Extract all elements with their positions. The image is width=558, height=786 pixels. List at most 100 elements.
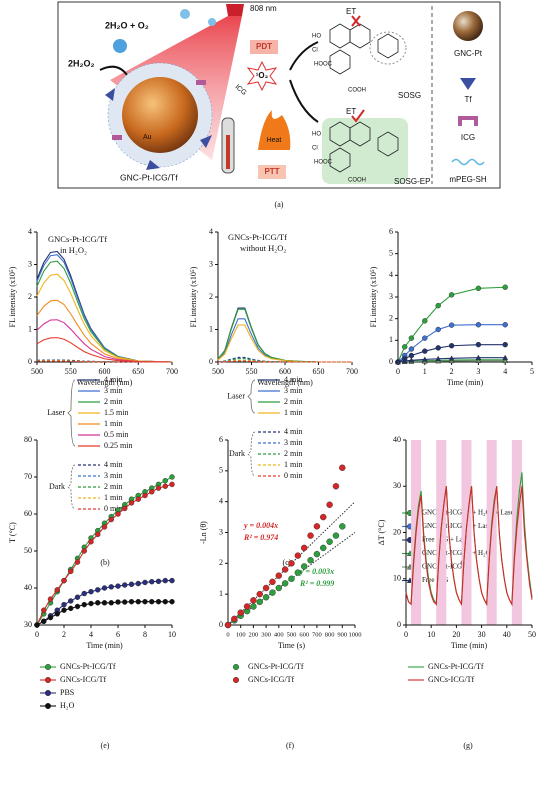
marker — [61, 577, 67, 584]
marker — [74, 594, 81, 600]
sosg-ep-molecule — [329, 121, 399, 173]
legend-marker — [45, 664, 52, 671]
y-axis-label: FL intensity (x10⁵) — [189, 266, 198, 327]
x-tick-label: 100 — [236, 631, 246, 638]
marker — [275, 572, 282, 579]
check — [351, 109, 365, 123]
y-tick-label: 2 — [209, 292, 213, 301]
marker — [122, 599, 128, 605]
legend-label: GNCs-ICG/Tf — [60, 675, 107, 684]
sosg-molecule — [329, 23, 407, 75]
y-tick-label: 0 — [28, 357, 32, 366]
x-tick-label: 20 — [452, 630, 460, 639]
bubble — [208, 18, 216, 26]
marker — [101, 524, 108, 530]
x-axis-label: Time (min) — [86, 641, 123, 650]
y-tick-label: 3 — [209, 259, 213, 268]
marker — [256, 598, 263, 606]
legend-label: 3 min — [284, 386, 302, 395]
marker — [128, 500, 135, 506]
y-tick-label: 1 — [28, 324, 32, 333]
x-tick-label: 800 — [325, 631, 335, 638]
marker — [115, 583, 121, 589]
marker — [475, 354, 482, 360]
marker — [502, 357, 509, 363]
marker — [155, 485, 162, 491]
marker — [162, 478, 168, 484]
atom-label: Cl — [312, 146, 318, 152]
bubble — [180, 9, 190, 19]
x-tick-label: 200 — [249, 631, 259, 638]
marker — [262, 584, 270, 592]
y-tick-label: 3 — [389, 292, 393, 301]
marker — [115, 511, 121, 517]
annotation: GNCs-Pt-ICG/Tf — [228, 232, 287, 242]
y-tick-label: 5 — [389, 248, 393, 257]
y-tick-label: 4 — [28, 227, 32, 236]
marker — [435, 302, 441, 309]
legend-label: GNCs-Pt-ICG/Tf + H₂O₂ — [422, 549, 494, 557]
sosg-ep-highlight — [322, 118, 408, 184]
marker — [68, 605, 74, 612]
x-tick-label: 1 — [423, 367, 427, 376]
panel-label: (e) — [101, 741, 110, 750]
marker — [122, 582, 128, 588]
x-tick-label: 10 — [427, 630, 435, 639]
marker — [81, 590, 87, 597]
marker — [448, 343, 455, 349]
marker — [250, 597, 257, 604]
legend-group-label: Dark — [49, 482, 65, 491]
marker — [502, 284, 508, 290]
x-tick-label: 2 — [62, 630, 66, 639]
y-tick-label: 40 — [24, 583, 32, 592]
marker — [401, 358, 408, 364]
marker — [275, 584, 282, 592]
y-tick-label: 4 — [209, 227, 213, 236]
y-tick-label: 0 — [209, 357, 213, 366]
marker — [224, 621, 232, 629]
y-axis-label: FL intensity (x10⁵) — [8, 266, 17, 327]
series-line — [36, 319, 173, 363]
marker — [34, 622, 40, 628]
marker — [88, 539, 94, 545]
marker — [288, 575, 295, 582]
marker — [149, 489, 155, 495]
x-tick-label: 700 — [346, 367, 358, 376]
marker — [408, 357, 415, 363]
x-tick-label: 600 — [299, 631, 309, 638]
legend-label: 4 min — [284, 427, 302, 436]
marker — [448, 355, 455, 361]
marker — [88, 600, 94, 607]
marker — [237, 609, 244, 616]
x-tick-label: 700 — [312, 631, 322, 638]
marker — [101, 585, 108, 591]
marker — [128, 581, 135, 587]
legend-label: GNCs-Pt-ICG/Tf — [422, 563, 471, 571]
x-axis-label: Time (min) — [451, 641, 488, 650]
reactant-label: 2H₂O₂ — [68, 58, 95, 68]
y-tick-label: 50 — [24, 546, 32, 555]
x-tick-label: 10 — [168, 630, 176, 639]
marker — [47, 614, 54, 621]
legend-label: H₂O — [60, 701, 75, 710]
y-tick-label: 6 — [219, 435, 223, 444]
panel-label: (a) — [275, 200, 284, 209]
marker — [155, 598, 162, 605]
x-tick-label: 30 — [478, 630, 486, 639]
y-tick-label: 0 — [219, 620, 223, 629]
marker — [61, 601, 67, 608]
et-bottom-label: ET — [346, 107, 356, 116]
marker — [250, 603, 257, 610]
atom-label: Cl — [312, 48, 318, 54]
atom-label: HOOC — [314, 160, 333, 166]
marker — [74, 559, 81, 565]
series-line — [217, 360, 352, 363]
legend-label: 4 min — [104, 460, 122, 469]
marker — [313, 523, 321, 530]
x-tick-label: 300 — [261, 631, 271, 638]
marker — [47, 596, 54, 602]
marker — [435, 355, 442, 361]
y-tick-label: 10 — [393, 574, 401, 583]
x-tick-label: 400 — [274, 631, 284, 638]
icg-icon — [112, 135, 122, 140]
